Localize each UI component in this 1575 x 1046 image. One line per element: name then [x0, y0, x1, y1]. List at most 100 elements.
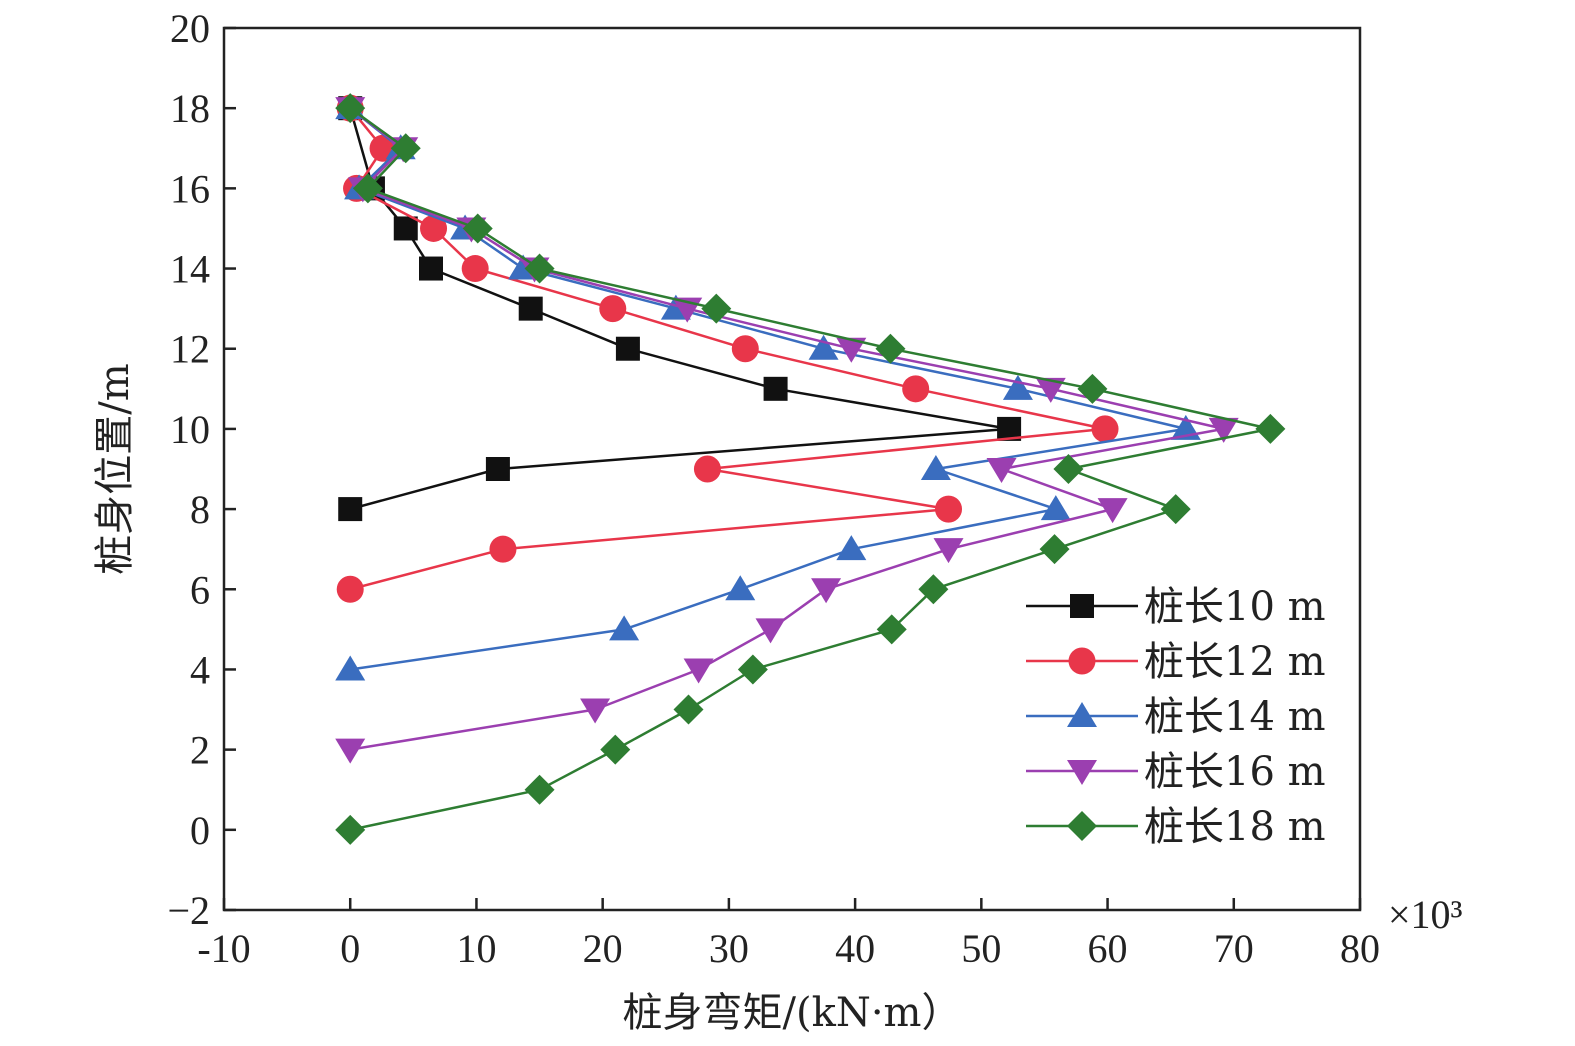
legend-item: 桩长14 m — [1026, 694, 1326, 740]
data-point — [393, 216, 418, 241]
y-tick-label: 12 — [170, 327, 210, 372]
y-tick-label: 16 — [170, 166, 210, 211]
data-point — [524, 253, 555, 284]
data-point — [1040, 495, 1071, 521]
y-tick-label: 18 — [170, 86, 210, 131]
data-point — [1091, 415, 1119, 443]
data-point — [1039, 534, 1070, 565]
data-point — [836, 337, 867, 363]
series-layer — [335, 93, 1286, 845]
data-point — [737, 654, 768, 685]
series-line — [349, 107, 1107, 591]
y-tick-label: 0 — [190, 808, 210, 853]
data-point — [524, 774, 555, 805]
data-point — [600, 734, 631, 765]
data-point — [489, 535, 517, 563]
x-tick-label: 50 — [961, 926, 1001, 971]
y-tick-label: 10 — [170, 407, 210, 452]
data-point — [1053, 454, 1084, 484]
data-point — [1097, 498, 1128, 524]
y-tick-label: 6 — [190, 567, 210, 612]
x-tick-label: 70 — [1214, 926, 1254, 971]
legend-item: 桩长18 m — [1026, 804, 1326, 850]
x-tick-label: 60 — [1088, 926, 1128, 971]
x-tick-label: 30 — [709, 926, 749, 971]
data-point — [419, 256, 444, 281]
series-2 — [336, 94, 1119, 603]
data-point — [673, 694, 704, 725]
legend-item: 桩长16 m — [1026, 749, 1326, 795]
y-tick-label: 4 — [190, 647, 210, 692]
y-tick-label: 14 — [170, 247, 210, 292]
data-point — [352, 173, 383, 204]
data-point — [731, 335, 759, 363]
data-point — [485, 457, 510, 481]
legend: 桩长10 m 桩长12 m 桩长14 m 桩长16 m 桩长18 m — [1026, 584, 1326, 850]
legend-marker — [1067, 760, 1097, 785]
y-tick-label: −2 — [167, 888, 210, 933]
data-point — [580, 698, 611, 724]
legend-label: 桩长12 m — [1144, 639, 1326, 685]
data-point — [986, 458, 1017, 483]
data-point — [420, 214, 448, 242]
data-point — [811, 578, 842, 604]
y-axis-title: 桩身位置/m — [92, 363, 138, 574]
data-point — [336, 575, 364, 603]
data-point — [763, 376, 788, 401]
legend-label: 桩长16 m — [1144, 749, 1326, 795]
x-tick-label: 0 — [340, 926, 360, 971]
data-point — [599, 295, 627, 323]
x-tick-label: 40 — [835, 926, 875, 971]
data-point — [902, 375, 930, 403]
legend-item: 桩长12 m — [1026, 639, 1326, 685]
series-5 — [335, 93, 1286, 845]
data-point — [1208, 417, 1239, 443]
legend-marker — [1070, 594, 1094, 618]
data-point — [338, 497, 363, 522]
data-point — [615, 336, 640, 361]
data-point — [701, 293, 732, 324]
legend-label: 桩长18 m — [1144, 804, 1326, 850]
legend-label: 桩长14 m — [1144, 694, 1326, 740]
y-tick-label: 20 — [170, 6, 210, 51]
data-point — [461, 255, 489, 283]
plot-frame — [222, 26, 1362, 912]
x-axis-ticks: -10 0 10 20 30 40 50 60 70 80 — [197, 898, 1380, 971]
x-axis-title: 桩身弯矩/(kN·m） — [623, 990, 962, 1036]
x-multiplier: ×10³ — [1388, 892, 1463, 937]
legend-item: 桩长10 m — [1026, 584, 1326, 630]
x-tick-label: 80 — [1340, 926, 1380, 971]
legend-marker — [1068, 647, 1096, 675]
x-tick-label: -10 — [197, 926, 250, 971]
data-point — [755, 618, 786, 644]
x-tick-label: 20 — [583, 926, 623, 971]
data-point — [335, 655, 366, 681]
data-point — [335, 814, 366, 845]
data-point — [935, 495, 963, 523]
data-point — [1255, 413, 1286, 444]
data-point — [920, 455, 951, 480]
legend-label: 桩长10 m — [1144, 584, 1326, 630]
data-point — [335, 93, 366, 124]
data-point — [335, 738, 366, 764]
data-point — [609, 615, 640, 641]
data-point — [808, 334, 839, 360]
data-point — [933, 538, 964, 564]
data-point — [1035, 377, 1066, 403]
data-point — [725, 575, 756, 601]
data-point — [693, 455, 721, 483]
y-axis-ticks: −2 0 2 4 6 8 10 12 14 16 18 20 — [167, 6, 236, 933]
data-point — [875, 333, 906, 364]
series-line — [348, 107, 1011, 511]
data-point — [390, 133, 421, 164]
x-tick-label: 10 — [456, 926, 496, 971]
data-point — [518, 296, 543, 321]
y-tick-label: 2 — [190, 728, 210, 773]
y-tick-label: 8 — [190, 487, 210, 532]
data-point — [918, 574, 949, 605]
data-point — [462, 213, 493, 244]
data-point — [1077, 373, 1108, 404]
data-point — [876, 614, 907, 645]
data-point — [1002, 374, 1033, 400]
